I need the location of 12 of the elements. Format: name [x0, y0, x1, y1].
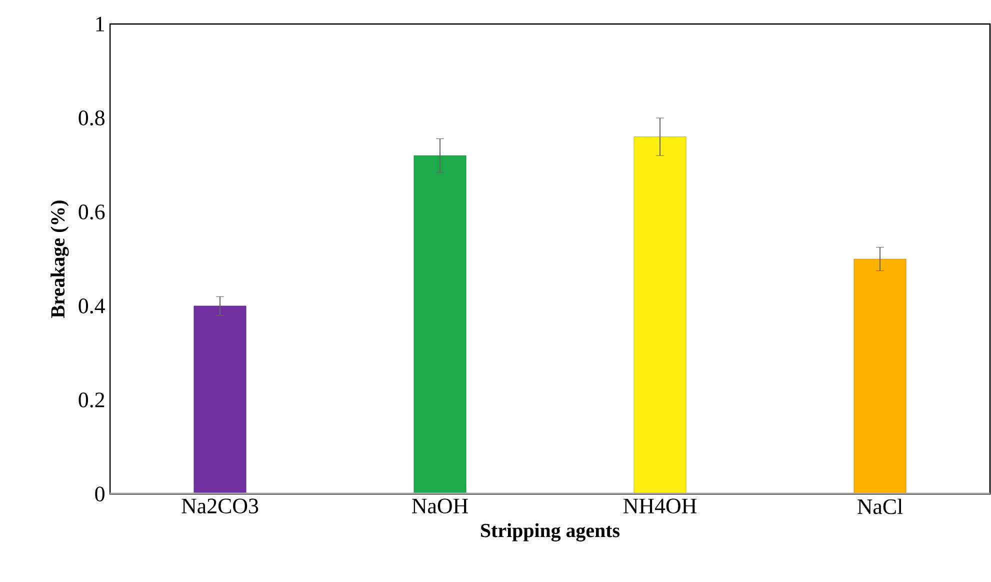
- y-tick-label: 0.2: [78, 392, 104, 408]
- x-tick-label: Na2CO3: [182, 498, 258, 514]
- y-tick-label: 0.4: [78, 298, 105, 314]
- x-tick-label: NH4OH: [623, 498, 696, 514]
- y-tick-label: 1: [96, 16, 104, 32]
- y-tick-label: 0.8: [78, 110, 104, 126]
- y-tick-label: 0.6: [78, 204, 105, 220]
- x-axis-title: Stripping agents: [481, 523, 620, 542]
- x-tick-label: NaOH: [412, 498, 468, 514]
- y-tick-label: 0: [95, 486, 104, 502]
- x-tick-label: NaCl: [857, 498, 903, 514]
- y-axis-title: Breakage (%): [50, 200, 69, 318]
